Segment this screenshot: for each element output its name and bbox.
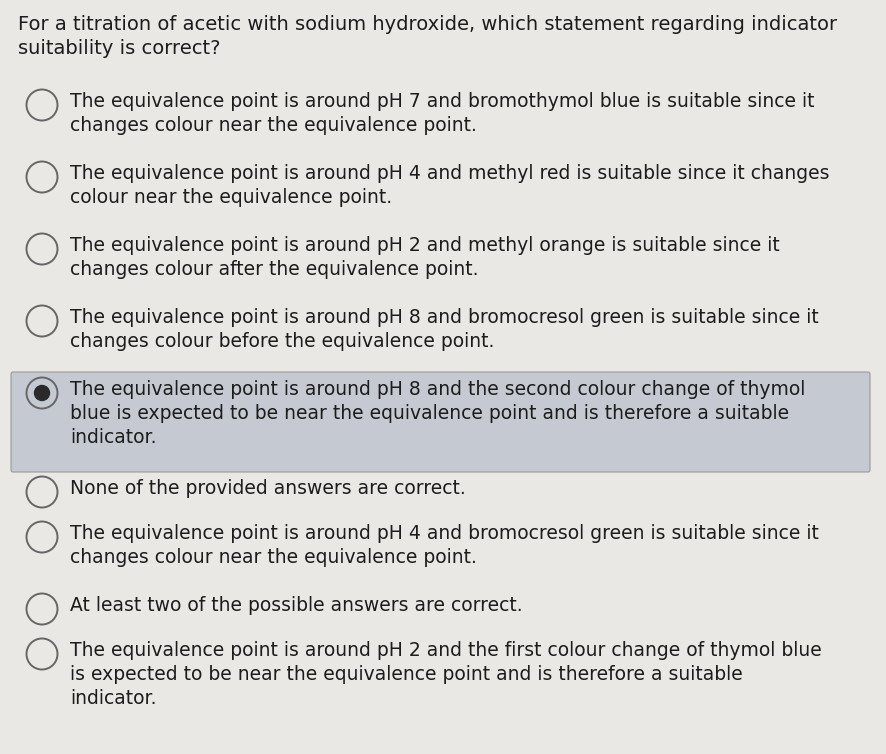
Text: The equivalence point is around pH 7 and bromothymol blue is suitable since it
c: The equivalence point is around pH 7 and… [70, 92, 814, 135]
Text: The equivalence point is around pH 2 and the first colour change of thymol blue
: The equivalence point is around pH 2 and… [70, 641, 821, 709]
Text: For a titration of acetic with sodium hydroxide, which statement regarding indic: For a titration of acetic with sodium hy… [18, 15, 837, 58]
Text: The equivalence point is around pH 8 and bromocresol green is suitable since it
: The equivalence point is around pH 8 and… [70, 308, 819, 351]
FancyBboxPatch shape [11, 372, 870, 472]
Text: At least two of the possible answers are correct.: At least two of the possible answers are… [70, 596, 523, 615]
Text: None of the provided answers are correct.: None of the provided answers are correct… [70, 479, 466, 498]
Text: The equivalence point is around pH 4 and bromocresol green is suitable since it
: The equivalence point is around pH 4 and… [70, 524, 819, 567]
Text: The equivalence point is around pH 4 and methyl red is suitable since it changes: The equivalence point is around pH 4 and… [70, 164, 829, 207]
Circle shape [34, 385, 51, 401]
Text: The equivalence point is around pH 2 and methyl orange is suitable since it
chan: The equivalence point is around pH 2 and… [70, 236, 780, 279]
Text: The equivalence point is around pH 8 and the second colour change of thymol
blue: The equivalence point is around pH 8 and… [70, 380, 805, 448]
